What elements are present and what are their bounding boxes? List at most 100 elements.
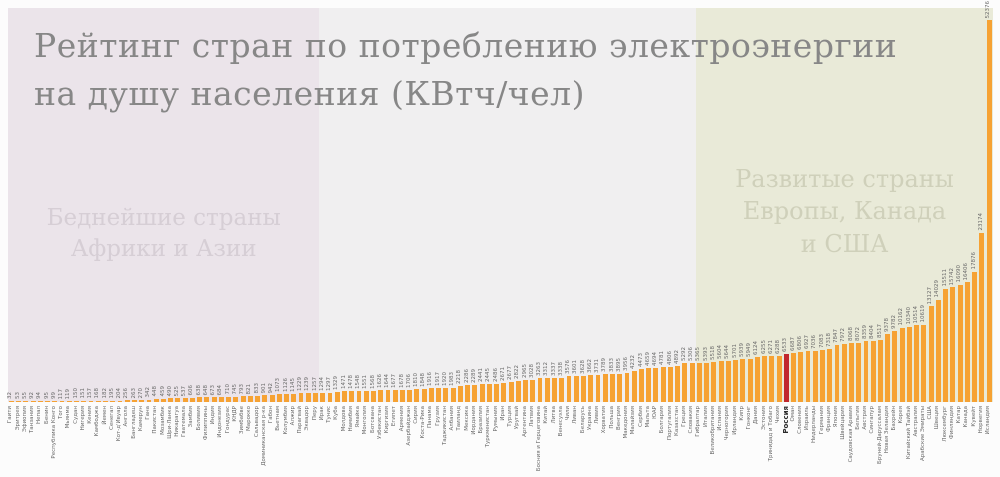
bar-value-label: 1848 bbox=[420, 372, 427, 387]
bar bbox=[472, 385, 478, 402]
bar bbox=[885, 333, 891, 402]
bar-value-label: 3789 bbox=[601, 358, 608, 373]
bar-name-label: Колумбия bbox=[282, 406, 289, 435]
chart-title-line2: на душу населения (КВтч/чел) bbox=[34, 73, 585, 113]
bar bbox=[284, 393, 289, 402]
bar-value-label: 3833 bbox=[608, 358, 615, 373]
bar bbox=[327, 392, 333, 402]
bar-name-label: Люксембург bbox=[941, 406, 948, 442]
bar-value-label: 1810 bbox=[413, 372, 419, 387]
bar-name-label: Украина bbox=[586, 406, 593, 431]
region-label-line: Европы, Канада bbox=[742, 197, 947, 226]
bar-value-label: 1916 bbox=[427, 372, 434, 387]
bar-value-label: 1229 bbox=[297, 377, 304, 392]
bar-name-label: Албания bbox=[449, 406, 456, 431]
bar bbox=[805, 351, 811, 402]
bar bbox=[334, 392, 340, 402]
bar-name-label: Индия bbox=[210, 406, 217, 425]
bar bbox=[943, 288, 949, 402]
bar-name-label: Кения bbox=[87, 406, 94, 424]
bar-value-label: 1471 bbox=[340, 375, 347, 390]
bar-name-label: Чили bbox=[565, 406, 572, 421]
bar bbox=[595, 374, 601, 402]
region-label-developed: Развитые страны Европы, Канада и США bbox=[696, 163, 993, 260]
bar-value-label: 1126 bbox=[282, 377, 289, 392]
bar-highlight-russia bbox=[783, 354, 789, 402]
bar-value-label: 1239 bbox=[304, 376, 311, 391]
bar bbox=[124, 400, 130, 402]
bar-value-label: 52376 bbox=[985, 0, 992, 19]
bar-name-label: Йемен bbox=[101, 406, 108, 425]
bar bbox=[457, 385, 463, 402]
bar-name-label: Египет bbox=[391, 406, 398, 427]
bar-value-label: 10514 bbox=[912, 305, 919, 324]
bar-name-label: Марокко bbox=[246, 406, 253, 431]
bar bbox=[841, 343, 847, 402]
bar-value-label: 55 bbox=[21, 392, 28, 400]
bar-name-label: Болгария bbox=[659, 406, 666, 434]
bar-name-label: Куба bbox=[333, 406, 340, 420]
bar-name-label: Перу bbox=[311, 406, 318, 421]
bar bbox=[342, 391, 347, 402]
bar-name-label: Индонезия bbox=[217, 406, 224, 438]
bar-value-label: 270 bbox=[137, 387, 144, 399]
bar-value-label: 525 bbox=[174, 385, 180, 397]
bar bbox=[407, 389, 413, 402]
bar-name-label: Камбоджа bbox=[94, 406, 101, 437]
bar-value-label: 3956 bbox=[623, 357, 630, 372]
bar bbox=[856, 343, 862, 402]
bar-value-label: 182 bbox=[101, 388, 108, 399]
bar bbox=[972, 271, 978, 402]
bar-value-label: 4659 bbox=[644, 352, 651, 367]
region-label-line: и США bbox=[800, 229, 889, 258]
bar-name-label: Швеция bbox=[934, 406, 941, 430]
bar-name-label: Армения bbox=[398, 406, 405, 432]
bar-name-label: Боливия bbox=[195, 406, 202, 431]
bar-name-label: Литва bbox=[550, 406, 557, 424]
bar-value-label: 1626 bbox=[376, 374, 383, 389]
bar bbox=[725, 360, 731, 402]
bar-value-label: 5306 bbox=[688, 347, 695, 362]
bar-value-label: 9782 bbox=[891, 314, 898, 329]
bar-value-label: 4232 bbox=[630, 355, 637, 370]
bar bbox=[892, 330, 898, 402]
bar-name-label: Ангола bbox=[123, 406, 130, 427]
bar bbox=[704, 362, 710, 402]
bar-value-label: 6806 bbox=[796, 336, 803, 351]
region-label-poorest: Беднейшие страны Африки и Азии bbox=[8, 203, 319, 265]
bar-value-label: 7083 bbox=[818, 334, 825, 349]
bar bbox=[494, 383, 500, 402]
bar bbox=[639, 369, 644, 402]
bar bbox=[660, 367, 666, 402]
bar-value-label: 5393 bbox=[702, 346, 709, 361]
bar bbox=[747, 358, 753, 402]
bar-name-label: Азербайджан bbox=[405, 406, 412, 446]
bar-name-label: Франция bbox=[825, 406, 832, 432]
bar-value-label: 448 bbox=[152, 386, 159, 397]
bar bbox=[363, 390, 369, 402]
bar bbox=[820, 350, 825, 402]
bar bbox=[986, 20, 992, 402]
bar-name-label: Сирия bbox=[413, 406, 419, 424]
bar-name-label: Латвия bbox=[528, 406, 535, 427]
bar bbox=[610, 374, 615, 402]
bar bbox=[964, 282, 970, 402]
bar-value-label: 6271 bbox=[767, 340, 774, 355]
bar bbox=[436, 388, 442, 402]
bar-value-label: 3028 bbox=[528, 363, 535, 378]
bar-value-label: 15511 bbox=[941, 269, 948, 287]
bar-value-label: 1983 bbox=[449, 371, 456, 386]
bar-value-label: 3337 bbox=[550, 361, 557, 376]
bar bbox=[392, 389, 398, 402]
bar-name-label: Бахрейн bbox=[891, 406, 898, 431]
bar bbox=[182, 398, 188, 402]
bar bbox=[899, 327, 905, 402]
bar-value-label: 7036 bbox=[811, 334, 818, 349]
bar-name-label: Кувейт bbox=[970, 406, 977, 427]
bar-name-label: Панама bbox=[427, 406, 434, 428]
bar-name-label: Сенегал bbox=[108, 406, 115, 430]
bar-name-label: Сербия bbox=[637, 406, 644, 427]
bar-name-label: Никарагуа bbox=[174, 406, 180, 437]
bar-value-label: 4694 bbox=[652, 351, 659, 366]
bar bbox=[827, 348, 833, 402]
